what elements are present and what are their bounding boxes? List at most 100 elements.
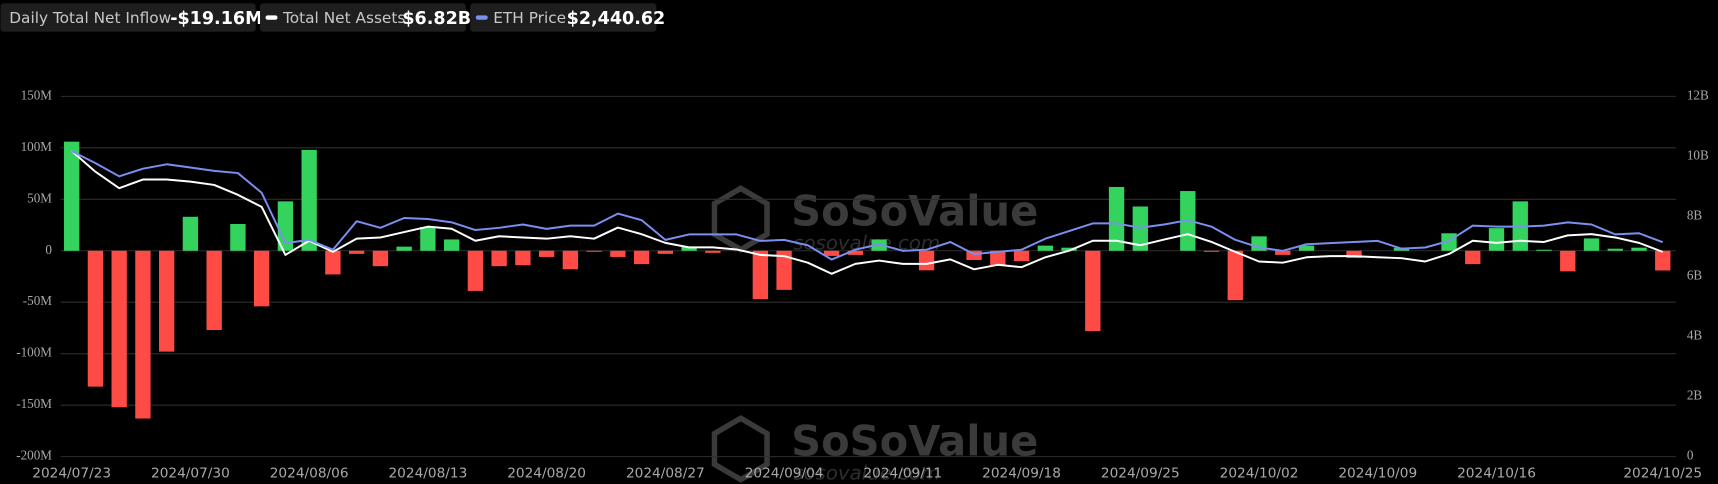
bar bbox=[1203, 250, 1220, 252]
y-tick-label: 50M bbox=[27, 190, 52, 205]
bar bbox=[1298, 245, 1315, 251]
bar bbox=[1607, 248, 1623, 251]
bar bbox=[348, 250, 365, 254]
x-tick-label: 2024/10/09 bbox=[1338, 465, 1417, 481]
bar bbox=[443, 239, 460, 251]
bar bbox=[491, 250, 507, 267]
bar bbox=[135, 250, 151, 419]
bar bbox=[1108, 186, 1125, 251]
watermark-text: SoSoValue bbox=[791, 417, 1038, 466]
y2-tick-label: 6B bbox=[1687, 268, 1703, 283]
bar bbox=[420, 227, 436, 251]
bar bbox=[1536, 249, 1552, 251]
legend-label: Total Net Assets bbox=[282, 9, 405, 27]
bar bbox=[705, 250, 721, 253]
bar bbox=[1061, 247, 1077, 251]
y2-tick-label: 8B bbox=[1687, 207, 1703, 222]
bar bbox=[230, 223, 246, 251]
bar bbox=[87, 250, 104, 387]
x-tick-label: 2024/08/13 bbox=[388, 465, 467, 481]
bar bbox=[633, 250, 650, 265]
bar bbox=[277, 201, 294, 251]
y-tick-label: 0 bbox=[45, 242, 52, 257]
x-tick-label: 2024/09/04 bbox=[745, 465, 824, 481]
bar bbox=[990, 250, 1006, 266]
bar bbox=[1037, 245, 1053, 251]
bar bbox=[538, 250, 555, 257]
legend-label: Daily Total Net Inflow bbox=[9, 9, 171, 27]
y-tick-label: -150M bbox=[16, 396, 52, 411]
bar bbox=[918, 250, 935, 271]
x-tick-label: 2024/09/25 bbox=[1101, 465, 1180, 481]
legend-value: $6.82B bbox=[402, 9, 471, 29]
y-tick-label: -50M bbox=[23, 293, 52, 308]
bar bbox=[1275, 250, 1291, 255]
x-tick-label: 2024/10/25 bbox=[1623, 465, 1702, 481]
line bbox=[71, 150, 1664, 261]
legend-box bbox=[0, 3, 256, 32]
legend: Daily Total Net Inflow -$19.16M Total Ne… bbox=[0, 3, 665, 32]
y-tick-label: -100M bbox=[16, 345, 52, 360]
y2-tick-label: 0 bbox=[1687, 448, 1694, 463]
x-tick-label: 2024/10/02 bbox=[1220, 465, 1299, 481]
bar bbox=[1488, 228, 1505, 251]
watermark-url: sosovalue.com bbox=[793, 232, 940, 255]
bar bbox=[1655, 250, 1671, 271]
x-tick-label: 2024/09/18 bbox=[982, 465, 1061, 481]
y2-tick-label: 2B bbox=[1687, 388, 1703, 403]
bar bbox=[325, 250, 341, 275]
bar bbox=[372, 250, 389, 267]
y-tick-label: -200M bbox=[16, 448, 52, 463]
bar bbox=[515, 250, 531, 266]
x-tick-label: 2024/08/27 bbox=[626, 465, 705, 481]
bar bbox=[301, 149, 317, 251]
bar bbox=[966, 250, 982, 261]
y2-tick-label: 4B bbox=[1687, 328, 1703, 343]
legend-box bbox=[260, 3, 466, 32]
x-tick-label: 2024/10/16 bbox=[1457, 465, 1536, 481]
bar bbox=[1583, 238, 1600, 251]
y-tick-label: 150M bbox=[21, 87, 53, 102]
marks bbox=[64, 141, 1671, 419]
x-tick-label: 2024/07/30 bbox=[151, 465, 230, 481]
legend-box bbox=[470, 3, 657, 32]
legend-label: ETH Price bbox=[493, 9, 566, 27]
line bbox=[71, 150, 1664, 275]
x-tick-label: 2024/08/20 bbox=[507, 465, 586, 481]
x-tick-label: 2024/08/06 bbox=[270, 465, 349, 481]
bar bbox=[111, 250, 127, 408]
bar bbox=[1227, 250, 1243, 301]
bar bbox=[467, 250, 484, 291]
watermark-text: SoSoValue bbox=[791, 187, 1038, 236]
bar bbox=[657, 250, 674, 254]
bar bbox=[182, 216, 199, 251]
y-tick-label: 100M bbox=[21, 139, 53, 154]
bar bbox=[1631, 247, 1647, 251]
y2-tick-label: 12B bbox=[1687, 87, 1709, 102]
bar bbox=[823, 250, 840, 256]
bar bbox=[752, 250, 769, 300]
x-tick-label: 2024/09/11 bbox=[863, 465, 942, 481]
bar bbox=[159, 250, 175, 352]
bar bbox=[64, 141, 80, 251]
bar bbox=[610, 250, 626, 257]
x-tick-label: 2024/07/23 bbox=[32, 465, 111, 481]
bar bbox=[776, 250, 792, 290]
bar bbox=[847, 250, 864, 255]
bar bbox=[681, 246, 697, 251]
bar bbox=[206, 250, 222, 331]
bar bbox=[1013, 250, 1030, 262]
bar bbox=[562, 250, 579, 270]
legend-swatch bbox=[475, 15, 488, 20]
bar bbox=[396, 246, 412, 251]
bar bbox=[1465, 250, 1481, 265]
watermark-url: sosovalue.com bbox=[793, 462, 940, 484]
bar bbox=[1085, 250, 1101, 332]
bar bbox=[1560, 250, 1576, 272]
bar bbox=[1346, 250, 1362, 258]
y2-tick-label: 10B bbox=[1687, 147, 1709, 162]
bar bbox=[253, 250, 270, 307]
watermarks: SoSoValue sosovalue.com SoSoValue sosova… bbox=[711, 185, 1038, 484]
